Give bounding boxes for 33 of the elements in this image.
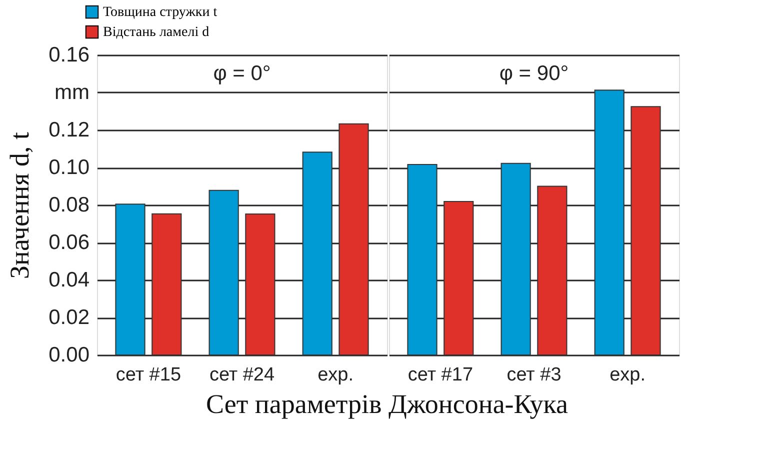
bar [208,190,239,356]
bar [338,123,369,356]
x-tick-label: exp. [318,364,354,386]
bar [302,152,332,356]
y-tick-label: 0.00 [48,344,90,366]
bar [115,204,146,356]
y-axis-title: Значення d, t [4,132,35,280]
y-tick-label: 0.02 [48,306,90,329]
bar [594,90,624,356]
bar [407,164,438,356]
chart-title: φ = 0° [213,62,271,85]
chart-title: φ = 90° [499,62,569,85]
y-tick-label: 0.16 [48,44,90,66]
x-tick-label: сет #3 [506,364,562,386]
y-tick-label: 0.10 [48,156,90,179]
bar [630,106,661,356]
bar [537,186,568,356]
x-tick-label: сет #24 [209,364,275,386]
x-axis-title: Сет параметрів Джонсона-Кука [206,389,568,419]
y-tick-label: 0.06 [48,231,90,254]
legend-label: Товщина стружки t [103,5,218,20]
bar [245,214,276,356]
y-tick-label: 0.04 [48,268,90,292]
x-tick-label: сет #15 [116,364,182,386]
bar [444,200,474,356]
bar [500,162,531,356]
legend-label: Відстань ламелі d [103,25,210,40]
x-tick-label: сет #17 [408,364,474,386]
bar [152,213,182,356]
y-tick-label: mm [54,81,90,104]
x-tick-label: exp. [610,364,646,386]
y-tick-label: 0.12 [48,118,90,142]
y-tick-label: 0.08 [48,194,90,216]
